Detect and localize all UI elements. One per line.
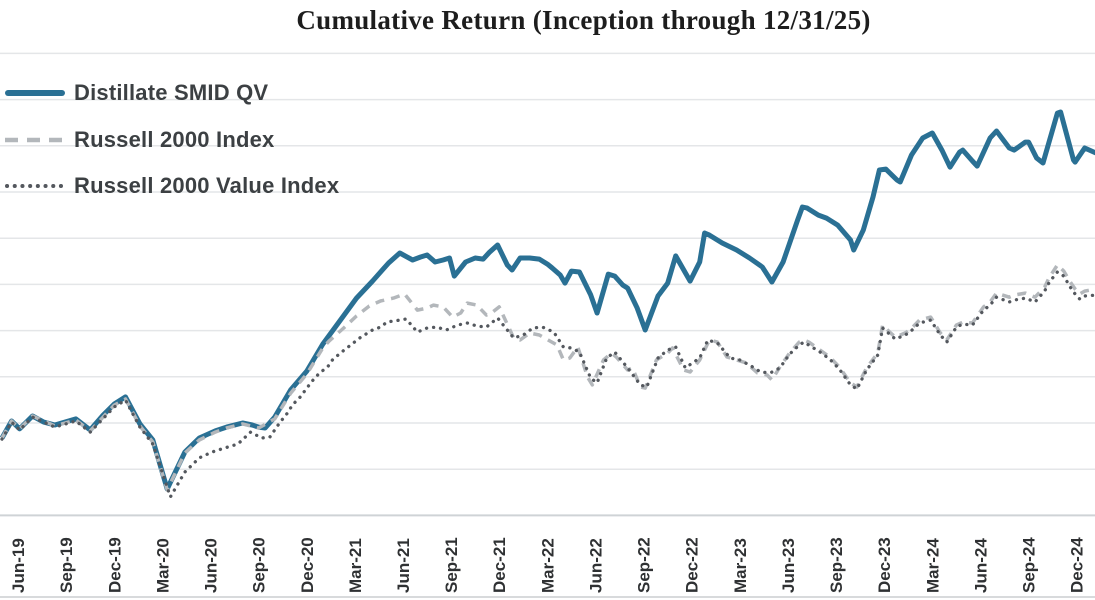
solid-line-swatch-icon xyxy=(5,90,65,97)
x-axis-label: Sep-20 xyxy=(250,537,269,593)
dashed-line-swatch-icon xyxy=(5,137,65,142)
chart-title: Cumulative Return (Inception through 12/… xyxy=(296,5,871,35)
x-axis-label: Sep-19 xyxy=(57,537,76,593)
x-axis-label: Dec-24 xyxy=(1068,537,1087,593)
dotted-line-swatch-icon xyxy=(5,184,66,189)
x-axis-label: Mar-22 xyxy=(538,538,557,593)
x-axis-label: Jun-22 xyxy=(587,538,606,593)
x-axis-label: Sep-21 xyxy=(442,537,461,593)
x-axis-label: Mar-23 xyxy=(731,538,750,593)
x-axis-label: Jun-19 xyxy=(9,538,28,593)
x-axis-label: Jun-21 xyxy=(394,538,413,593)
chart-legend: Distillate SMID QV Russell 2000 Index Ru… xyxy=(4,70,339,210)
x-axis-label: Mar-21 xyxy=(346,538,365,593)
legend-label: Distillate SMID QV xyxy=(74,80,269,106)
x-axis-label: Dec-22 xyxy=(683,537,702,593)
legend-label: Russell 2000 Value Index xyxy=(74,173,340,199)
x-axis-label: Jun-20 xyxy=(202,538,221,593)
x-axis-label: Dec-20 xyxy=(298,537,317,593)
x-axis-label: Dec-19 xyxy=(105,537,124,593)
legend-label: Russell 2000 Index xyxy=(74,126,275,152)
x-axis-label: Dec-23 xyxy=(875,537,894,593)
x-axis-label: Sep-24 xyxy=(1020,537,1039,593)
series-line-russell-2000-value-index xyxy=(0,270,1095,499)
x-axis-label: Dec-21 xyxy=(490,537,509,593)
x-axis-label: Sep-23 xyxy=(827,537,846,593)
legend-item-russell-2000-index: Russell 2000 Index xyxy=(4,117,339,164)
legend-item-russell-2000-value-index: Russell 2000 Value Index xyxy=(4,163,339,210)
x-axis-label: Jun-23 xyxy=(779,538,798,593)
x-axis-label: Mar-24 xyxy=(923,538,942,593)
x-axis-label: Jun-24 xyxy=(971,538,990,593)
legend-item-distillate-smid-qv: Distillate SMID QV xyxy=(4,70,339,117)
x-axis-label: Mar-20 xyxy=(153,538,172,593)
x-axis-label: Sep-22 xyxy=(635,537,654,593)
